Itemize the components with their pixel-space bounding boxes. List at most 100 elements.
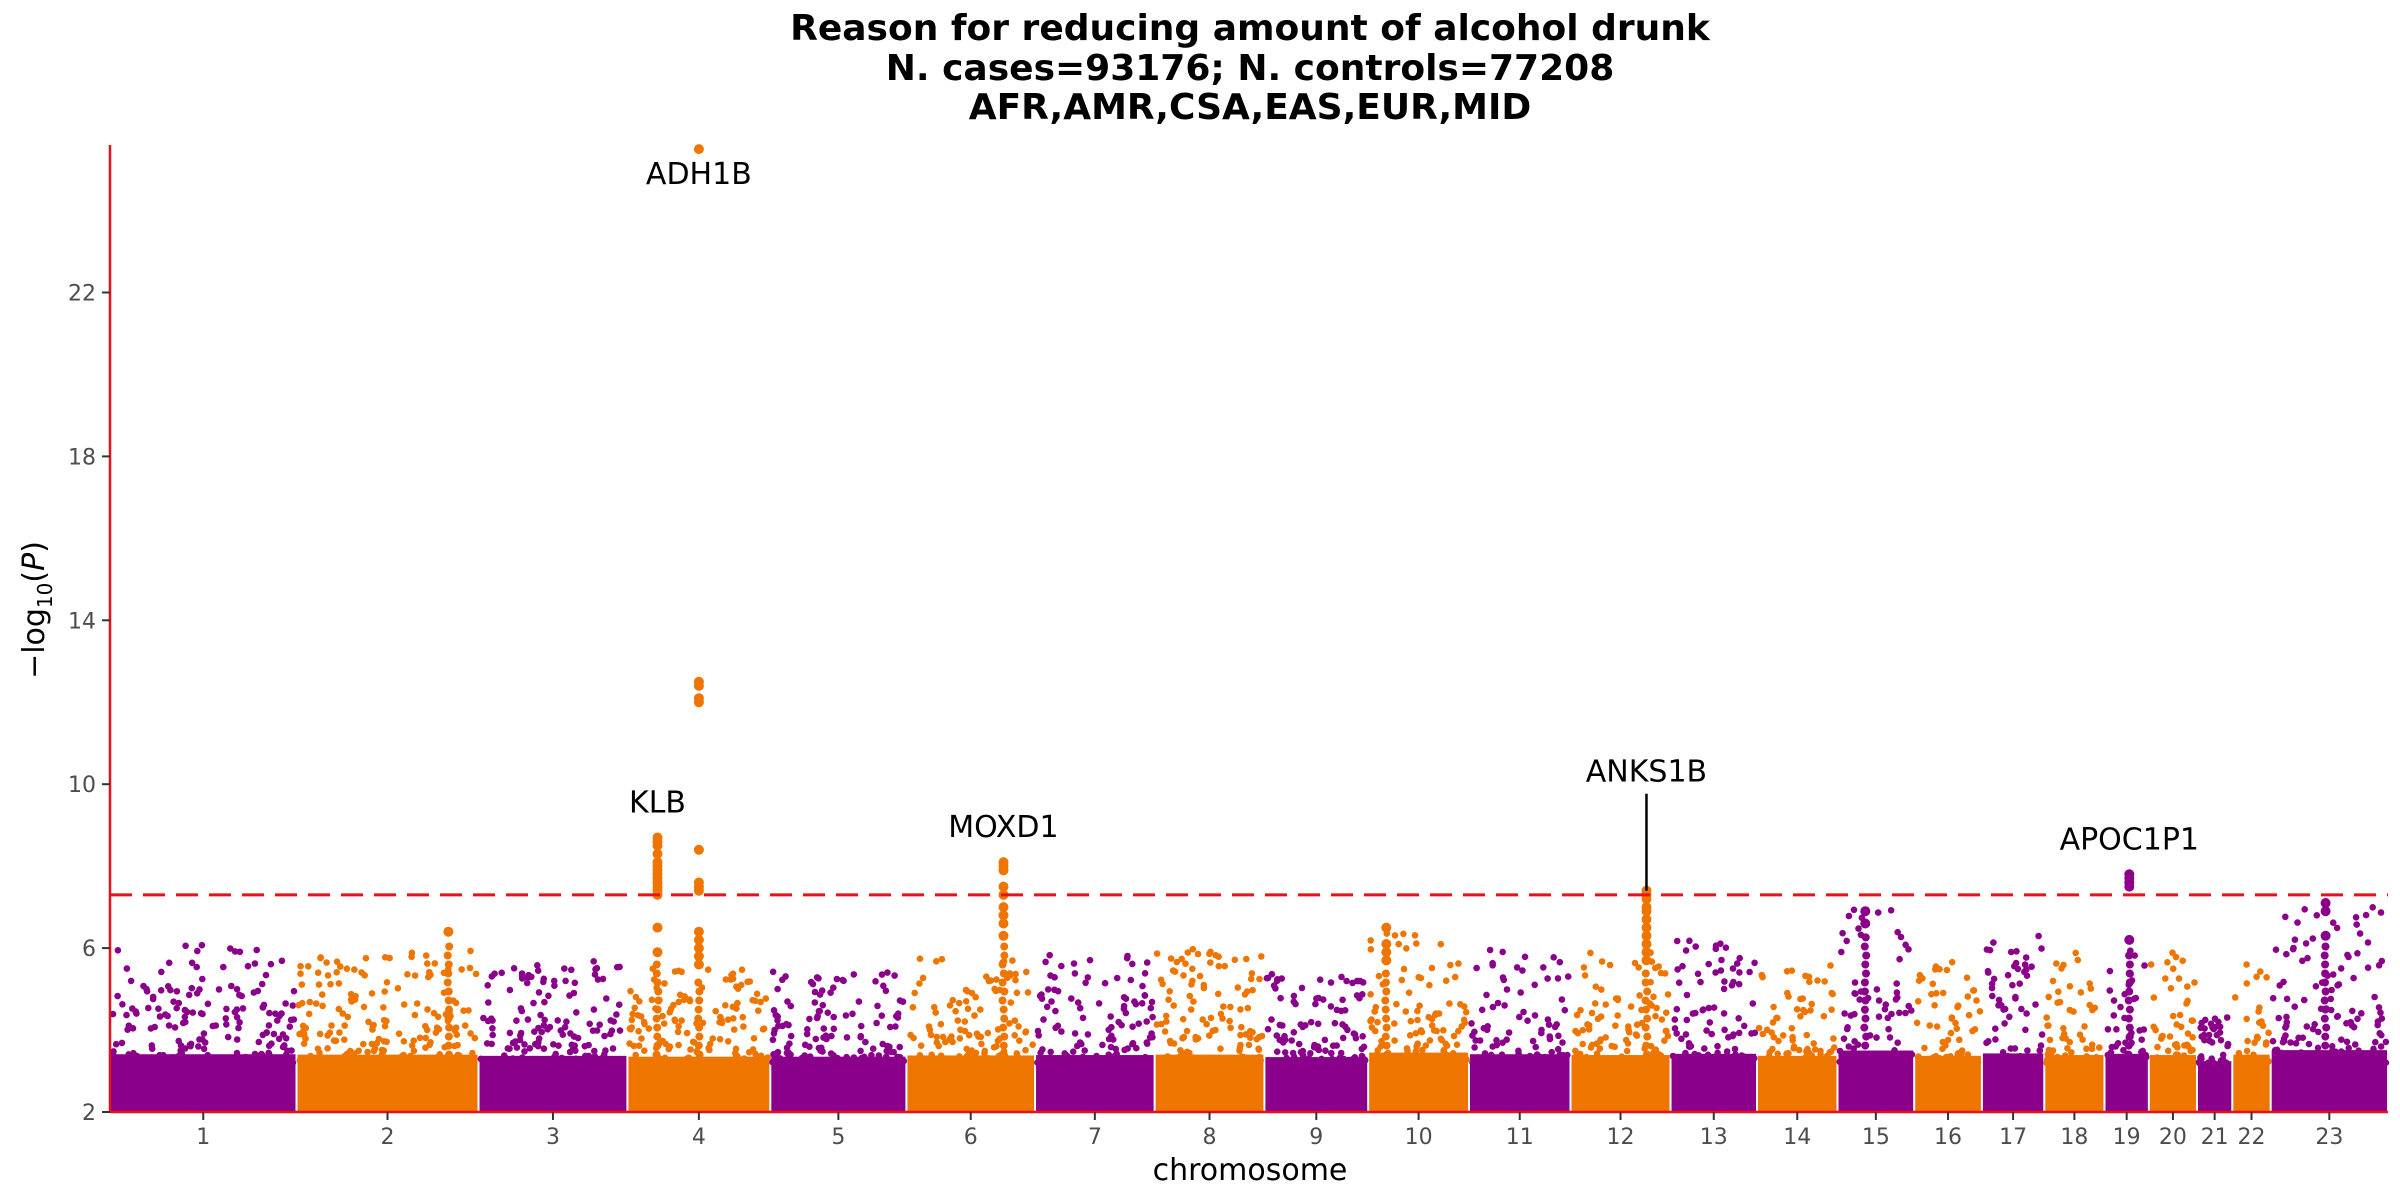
snp-point	[395, 1030, 403, 1037]
snp-point	[233, 1013, 241, 1021]
snp-point	[124, 1026, 131, 1033]
snp-point	[1622, 1036, 1630, 1044]
snp-point	[1052, 1024, 1059, 1032]
snp-point	[1413, 1043, 1420, 1050]
snp-point	[2169, 1012, 2177, 1020]
snp-point	[2140, 1026, 2148, 1033]
snp-point	[1277, 994, 1284, 1002]
snp-point	[409, 1058, 416, 1066]
snp-point	[634, 1012, 642, 1019]
gene-label-moxd1: MOXD1	[948, 810, 1058, 845]
snp-point	[687, 1059, 695, 1066]
chromosome-21-points	[2195, 1014, 2232, 1112]
snp-point	[2131, 952, 2138, 959]
snp-point	[1275, 1059, 1283, 1066]
snp-point	[526, 1045, 534, 1052]
snp-point	[133, 1010, 140, 1017]
snp-point	[318, 991, 326, 998]
snp-point	[1084, 974, 1092, 981]
snp-point	[1785, 1049, 1792, 1057]
snp-point	[735, 1059, 743, 1066]
snp-point	[2106, 987, 2114, 994]
snp-point	[231, 948, 239, 955]
snp-point	[1395, 940, 1402, 948]
snp-point	[641, 1047, 648, 1054]
snp-point	[114, 947, 122, 954]
snp-point	[2313, 912, 2321, 919]
snp-point	[489, 1025, 496, 1032]
snp-point	[1881, 1005, 1889, 1013]
peak-snp-point	[1382, 1023, 1391, 1032]
snp-point	[603, 995, 610, 1002]
dense-snp-band	[628, 1056, 770, 1112]
snp-point	[1561, 1006, 1569, 1014]
snp-point	[752, 1050, 759, 1058]
snp-point	[1543, 1059, 1550, 1066]
peak-snp-point	[445, 1023, 454, 1032]
snp-point	[1995, 996, 2003, 1004]
peak-snp-point	[693, 959, 704, 970]
snp-point	[1196, 972, 1204, 980]
peak-snp-point	[1382, 1041, 1391, 1050]
snp-point	[2191, 979, 2198, 986]
snp-point	[2328, 986, 2335, 994]
snp-point	[1224, 1059, 1232, 1066]
snp-point	[1625, 1059, 1633, 1066]
snp-point	[819, 1001, 827, 1009]
snp-point	[843, 1053, 850, 1061]
snp-point	[165, 1022, 173, 1029]
snp-point	[936, 1054, 943, 1062]
snp-point	[1501, 1002, 1508, 1009]
snp-point	[422, 1034, 430, 1042]
snp-point	[1095, 1000, 1103, 1007]
snp-point	[253, 946, 260, 954]
snp-point	[2291, 1003, 2298, 1010]
snp-point	[1538, 1029, 1545, 1037]
peak-snp-point	[998, 996, 1007, 1005]
snp-point	[1288, 1037, 1295, 1044]
snp-point	[270, 1030, 278, 1038]
snp-point	[1245, 1041, 1253, 1049]
snp-point	[1526, 1052, 1534, 1060]
snp-point	[1446, 1000, 1453, 1007]
snp-point	[1931, 1002, 1938, 1009]
peak-snp-point	[2125, 960, 2134, 969]
snp-point	[1830, 1059, 1837, 1066]
x-tick-label-chr17: 17	[1999, 1125, 2027, 1150]
peak-snp-point	[1381, 939, 1392, 949]
snp-point	[2337, 965, 2345, 972]
peak-snp-point	[693, 943, 704, 954]
snp-point	[1561, 1056, 1569, 1063]
snp-point	[1227, 1003, 1234, 1011]
snp-point	[1683, 1016, 1691, 1024]
snp-point	[2053, 960, 2060, 967]
snp-point	[2299, 1055, 2307, 1062]
snp-point	[2138, 1048, 2145, 1056]
snp-point	[2297, 1049, 2305, 1056]
snp-point	[2275, 1014, 2282, 1022]
snp-point	[2206, 1037, 2213, 1044]
snp-point	[426, 1041, 434, 1049]
snp-point	[1290, 998, 1298, 1005]
peak-snp-point	[2320, 930, 2331, 941]
snp-point	[757, 998, 764, 1006]
snp-point	[2375, 962, 2383, 969]
snp-point	[326, 1029, 334, 1036]
peak-snp-point	[2125, 951, 2134, 960]
snp-point	[535, 989, 543, 996]
peak-snp-point	[1641, 955, 1652, 966]
snp-point	[1374, 1047, 1381, 1054]
snp-point	[675, 1041, 682, 1049]
snp-point	[2044, 1022, 2051, 1029]
snp-point	[2219, 1051, 2227, 1059]
snp-point	[324, 972, 332, 979]
snp-point	[400, 1001, 408, 1008]
snp-point	[816, 991, 824, 998]
snp-point	[2032, 1001, 2039, 1008]
snp-point	[1161, 1028, 1169, 1035]
snp-point	[1493, 1037, 1500, 1044]
snp-point	[471, 1034, 479, 1042]
snp-point	[632, 1051, 639, 1059]
snp-point	[1661, 1037, 1668, 1044]
